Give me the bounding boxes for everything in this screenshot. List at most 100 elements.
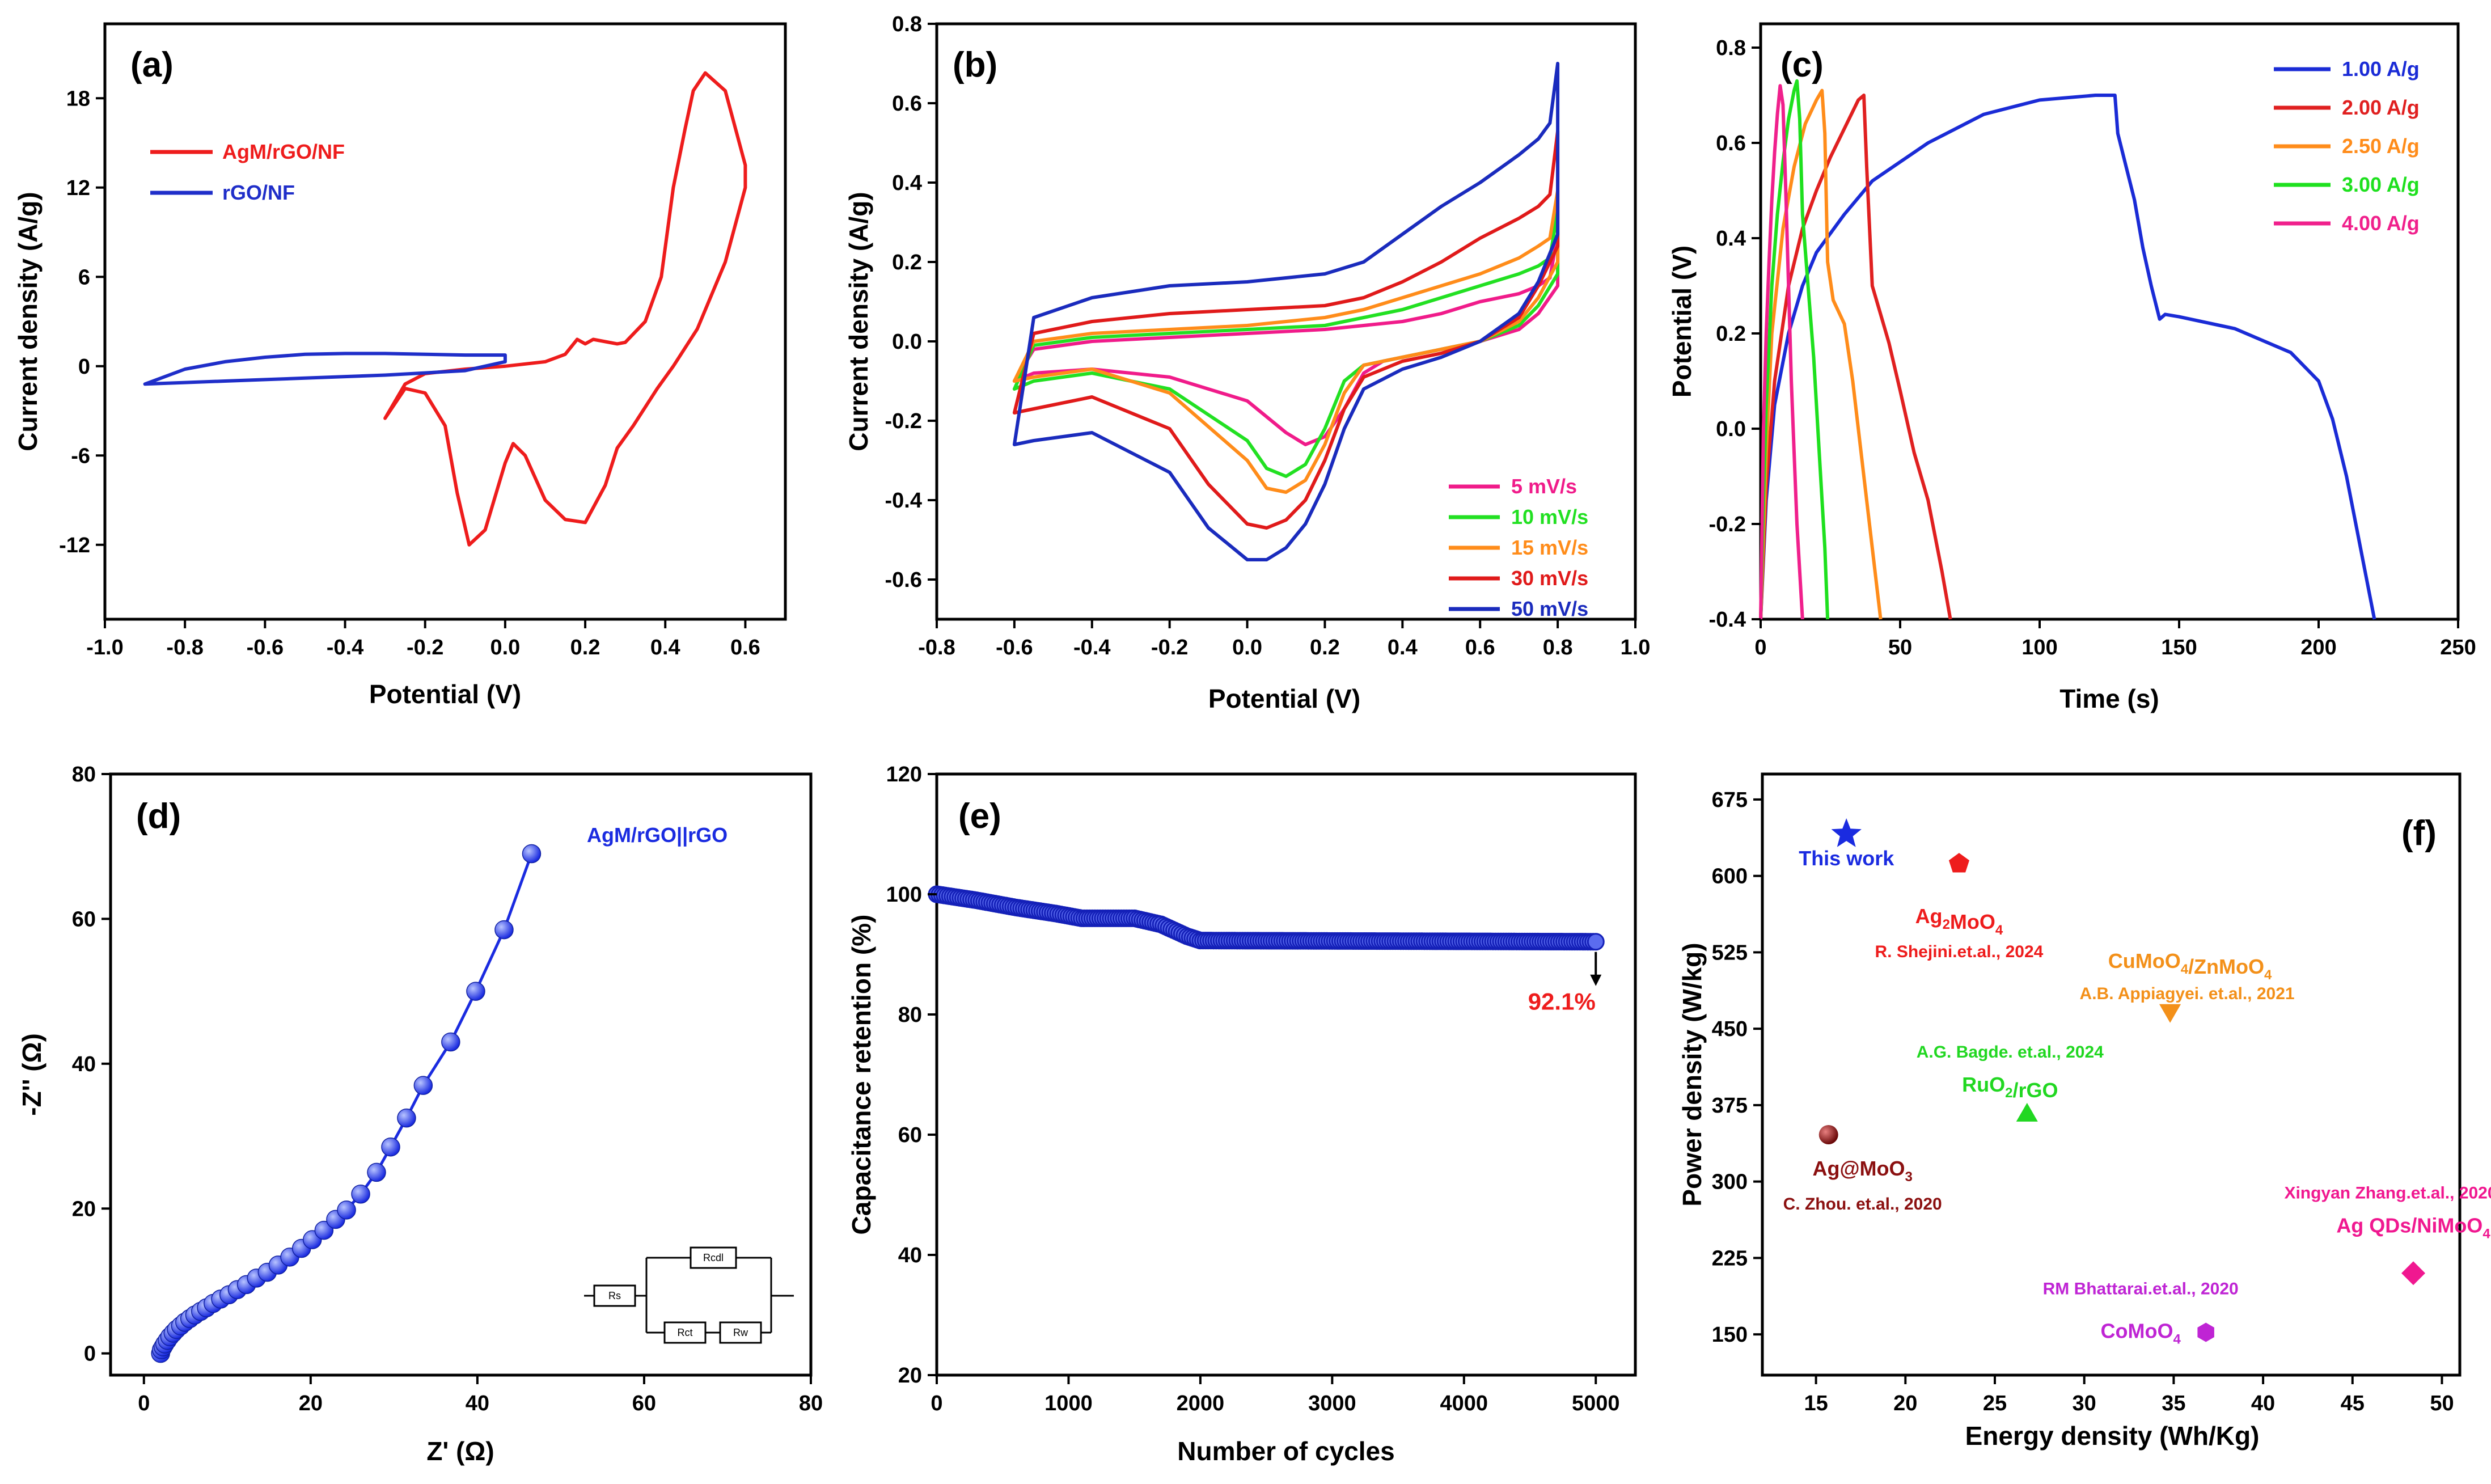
y-tick-label: -0.4 [885,489,922,513]
point-label: Ag2MoO4 [1915,904,2003,938]
y-tick-label: 20 [72,1197,96,1221]
data-point [397,1108,416,1128]
y-tick-label: 60 [72,907,96,931]
x-tick-label: 80 [799,1392,823,1415]
point-label: Ag QDs/NiMoO4 [2336,1214,2490,1241]
y-tick-label: -0.2 [1709,513,1746,536]
y-tick-label: 600 [1712,865,1748,889]
point-reference: Xingyan Zhang.et.al., 2020 [2284,1183,2491,1202]
x-tick-label: -1.0 [86,636,123,659]
x-tick-label: 60 [632,1392,656,1415]
star-marker [1831,818,1862,847]
y-tick-label: 0.8 [892,12,922,36]
y-tick-label: 0.6 [892,92,922,116]
triangle-up-marker [2016,1102,2038,1122]
legend-c-label-2: 2.00 A/g [2342,96,2420,119]
legend-b-label-4: 30 mV/s [1511,566,1588,590]
x-tick-label: 15 [1804,1392,1828,1415]
panel-a-xlabel: Potential (V) [369,679,521,709]
series-line [1012,232,1560,446]
x-tick-label: 0.0 [1232,636,1262,659]
legend-a-label-1: AgM/rGO/NF [222,140,345,163]
y-tick-label: 675 [1712,788,1748,812]
panel-f: This work Ag2MoO4 R. Shejini.et.al., 2024 C… [1677,772,2491,1451]
x-tick-label: -0.6 [247,636,284,659]
y-tick-label: 6 [78,265,90,289]
legend-c-label-4: 3.00 A/g [2342,173,2420,196]
series-line [1759,84,1804,620]
panel-e: 92.1% 0 1000 2000 3000 4000 5000 20 40 60 80 100 12… [847,763,1637,1466]
x-tick-label: 40 [466,1392,489,1415]
circuit-rct-label: Rct [678,1327,693,1338]
y-tick-label: 0.2 [1716,322,1746,346]
legend-c-label-3: 2.50 A/g [2342,134,2420,158]
point-label: Ag@MoO3 [1812,1157,1912,1185]
panel-e-ticks: 0 1000 2000 3000 4000 5000 20 40 60 80 100 120 [886,763,1620,1415]
data-point [466,982,485,1001]
x-tick-label: 50 [2430,1392,2454,1415]
y-tick-label: 150 [1712,1323,1748,1347]
point-label: CoMoO4 [2100,1320,2181,1347]
x-tick-label: 4000 [1440,1392,1488,1415]
x-tick-label: 0.2 [1310,636,1340,659]
y-tick-label: 0.8 [1716,36,1746,60]
legend-c-label-1: 1.00 A/g [2342,57,2420,81]
legend-b-label-1: 5 mV/s [1511,475,1577,498]
point-reference: R. Shejini.et.al., 2024 [1875,942,2044,961]
panel-f-ylabel: Power density (W/kg) [1677,942,1707,1206]
x-tick-label: 30 [2073,1392,2096,1415]
data-point [381,1137,400,1157]
panel-b-curves [1012,62,1560,561]
data-point [337,1200,356,1220]
x-tick-label: 250 [2440,636,2476,659]
legend-a-label-2: rGO/NF [222,181,295,204]
circuit-rw-label: Rw [733,1327,748,1338]
panel-f-label: (f) [2401,814,2437,853]
series-line [383,71,747,547]
y-tick-label: 18 [66,87,90,111]
panel-f-xlabel: Energy density (Wh/Kg) [1965,1421,2260,1451]
y-tick-label: 0.0 [1716,417,1746,441]
x-tick-label: 5000 [1572,1392,1620,1415]
x-tick-label: 25 [1983,1392,2007,1415]
panel-c-label: (c) [1781,45,1824,84]
y-tick-label: 300 [1712,1170,1748,1194]
panel-c-xlabel: Time (s) [2059,684,2159,713]
x-tick-label: 1.0 [1621,636,1651,659]
data-point [367,1162,386,1182]
y-tick-label: 100 [886,883,922,907]
panel-c-frame [1759,22,2460,621]
panel-b-xlabel: Potential (V) [1208,684,1360,713]
circuit-rct [663,1321,707,1344]
panel-e-ylabel: Capacitance retention (%) [847,915,876,1235]
x-tick-label: 0 [1754,636,1766,659]
panel-b: -0.8 -0.6 -0.4 -0.2 0.0 0.2 0.4 0.6 0.8 1.0 -0.6 -0… [844,12,1650,713]
series-line [1012,209,1560,478]
y-tick-label: 0 [78,355,90,379]
point-reference: RM Bhattarai.et.al., 2020 [2043,1280,2239,1299]
x-tick-label: 3000 [1308,1392,1356,1415]
panel-d-xlabel: Z' (Ω) [426,1436,494,1466]
y-tick-label: 40 [898,1244,922,1267]
panel-e-curves: 92.1% [928,885,1605,1015]
panel-c: 0 50 100 150 200 250 -0.4 -0.2 0.0 0.2 0.4 0.6 0.8 (… [1667,22,2476,713]
panel-f-ticks: 15 20 25 30 35 40 45 50 150 225 300 375 450 525 600 675 [1712,788,2454,1415]
y-tick-label: 0 [84,1342,96,1366]
legend-c-label-5: 4.00 A/g [2342,212,2420,235]
panel-e-frame [935,772,1637,1377]
y-tick-label: 375 [1712,1094,1748,1118]
data-point [494,920,514,940]
y-tick-label: -0.4 [1709,608,1746,632]
y-tick-label: 80 [898,1003,922,1027]
y-tick-label: 0.6 [1716,132,1746,155]
circuit-rcdl-label: Rcdl [703,1252,724,1263]
point-reference: A.B. Appiagyei. et.al., 2021 [2080,984,2295,1003]
y-tick-label: 0.4 [1716,227,1746,251]
series-line [1012,129,1560,530]
legend-d-label: AgM/rGO||rGO [587,823,728,847]
y-tick-label: 525 [1712,941,1748,965]
data-point [351,1184,370,1204]
x-tick-label: 0.4 [1388,636,1418,659]
series-line [1759,88,1883,620]
annotation-arrowhead [1590,974,1602,986]
